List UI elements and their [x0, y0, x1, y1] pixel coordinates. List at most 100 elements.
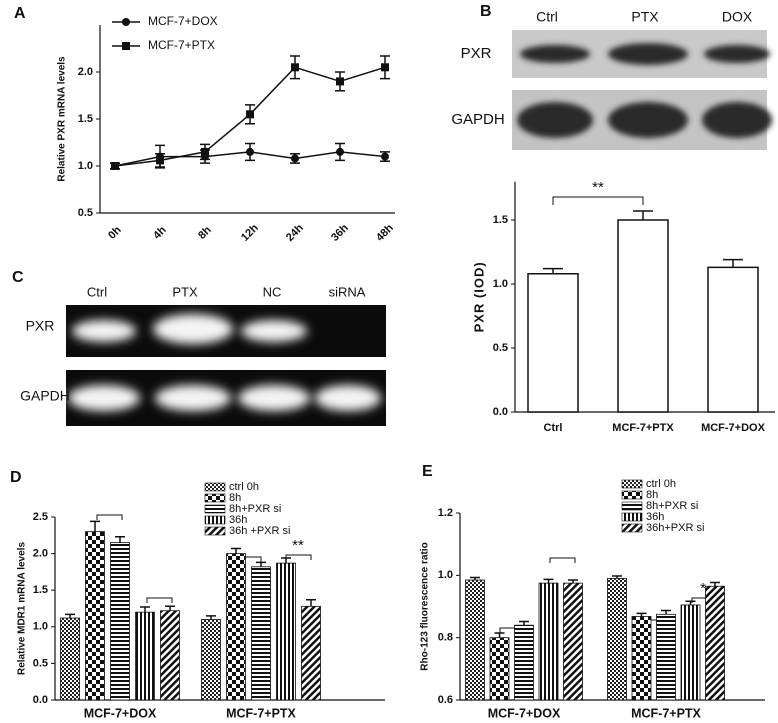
marker	[246, 147, 254, 156]
x-tick-label: Ctrl	[544, 422, 563, 434]
y-tick-label: 1.5	[78, 113, 93, 125]
bar	[251, 566, 271, 701]
lane-label: Ctrl	[536, 9, 558, 25]
row-label: GAPDH	[20, 388, 70, 404]
marker	[291, 154, 299, 163]
y-tick-label: 1.2	[438, 507, 453, 519]
y-tick-label: 0.0	[493, 406, 508, 418]
bar	[201, 619, 221, 701]
y-tick-label: 0.5	[33, 657, 48, 669]
legend-label: MCF-7+PTX	[148, 38, 215, 52]
marker	[381, 152, 389, 161]
bar	[617, 219, 669, 413]
y-tick-label: 2.5	[33, 511, 48, 523]
error-bar	[661, 609, 671, 615]
legend-swatch	[204, 482, 226, 492]
error-bar	[165, 605, 175, 611]
legend-label: 36h+PXR si	[646, 522, 704, 534]
blot-c	[66, 305, 386, 426]
legend-marker	[122, 18, 130, 26]
bar	[135, 611, 155, 701]
x-tick-label: MCF-7+DOX	[701, 422, 766, 434]
x-tick-label: 36h	[329, 222, 351, 244]
panel-label: C	[12, 269, 24, 286]
legend-swatch	[621, 512, 643, 522]
legend-swatch	[621, 479, 643, 489]
legend-label: 8h	[229, 492, 241, 504]
x-tick-label: 4h	[151, 224, 169, 242]
bar	[85, 531, 105, 701]
y-tick-label: 0.6	[438, 694, 453, 706]
x-tick-label: 8h	[196, 224, 214, 242]
y-tick-label: 1.0	[33, 621, 48, 633]
row-label: PXR	[26, 318, 55, 334]
bar	[563, 582, 583, 701]
legend-label: 8h+PXR si	[646, 500, 698, 512]
panel-label: E	[422, 463, 433, 480]
y-tick-label: 2.0	[33, 548, 48, 560]
x-tick-label: MCF-7+PTX	[612, 422, 674, 434]
y-axis-label: Rho-123 fluorescence ratio	[420, 542, 431, 670]
annotation: **	[292, 537, 304, 554]
marker	[156, 156, 164, 165]
y-axis-label: Relative PXR mRNA levels	[57, 56, 68, 182]
error-bar	[231, 547, 241, 554]
legend-swatch	[204, 515, 226, 525]
bar	[226, 553, 246, 701]
error-bar	[306, 598, 316, 607]
error-bar	[723, 258, 743, 268]
y-tick-label: 0.0	[33, 694, 48, 706]
row-label: PXR	[461, 45, 492, 62]
y-tick-label: 1.0	[493, 278, 508, 290]
bar	[489, 637, 510, 701]
bar	[301, 605, 321, 701]
bar	[276, 562, 296, 701]
x-tick-label: 0h	[106, 224, 124, 242]
error-bar	[568, 579, 578, 584]
bar	[110, 542, 130, 701]
marker	[336, 77, 344, 86]
legend-swatch	[204, 504, 226, 514]
bar	[465, 579, 485, 701]
marker	[201, 147, 209, 156]
legend-swatch	[204, 526, 226, 536]
bar	[707, 266, 759, 413]
bar	[607, 578, 627, 701]
marker	[381, 63, 389, 72]
legend-label: 8h+PXR si	[229, 503, 281, 515]
error-bar	[710, 581, 720, 587]
bar	[680, 604, 701, 701]
y-tick-label: 0.5	[493, 342, 508, 354]
y-tick-label: 1.5	[33, 584, 48, 596]
error-bar	[633, 210, 653, 220]
lane-label: Ctrl	[87, 284, 107, 299]
legend-swatch	[621, 523, 643, 533]
marker	[291, 63, 299, 72]
marker	[246, 110, 254, 119]
x-tick-label: 24h	[284, 222, 306, 244]
y-axis-label: Relative MDR1 mRNA levels	[17, 542, 28, 675]
error-bar	[612, 575, 622, 579]
legend-label: 8h	[646, 489, 658, 501]
x-tick-label: MCF-7+DOX	[488, 706, 561, 720]
legend-label: MCF-7+DOX	[148, 14, 218, 28]
legend-label: ctrl 0h	[229, 481, 259, 493]
error-bar	[519, 620, 529, 626]
legend-marker	[122, 42, 130, 50]
y-tick-label: 0.5	[78, 207, 93, 219]
legend-label: 36h	[646, 511, 664, 523]
bar	[160, 610, 180, 701]
error-bar	[685, 600, 696, 605]
error-bar	[115, 536, 125, 543]
legend-label: 36h +PXR si	[229, 525, 290, 537]
legend-swatch	[621, 490, 643, 500]
x-tick-label: MCF-7+PTX	[226, 706, 296, 720]
error-bar	[65, 613, 75, 619]
y-tick-label: 0.8	[438, 632, 453, 644]
annotation: *	[700, 580, 706, 597]
bar	[538, 582, 559, 701]
legend-swatch	[621, 501, 643, 511]
y-tick-label: 1.5	[493, 214, 508, 226]
error-bar	[636, 612, 647, 617]
panel-label: D	[10, 469, 22, 486]
